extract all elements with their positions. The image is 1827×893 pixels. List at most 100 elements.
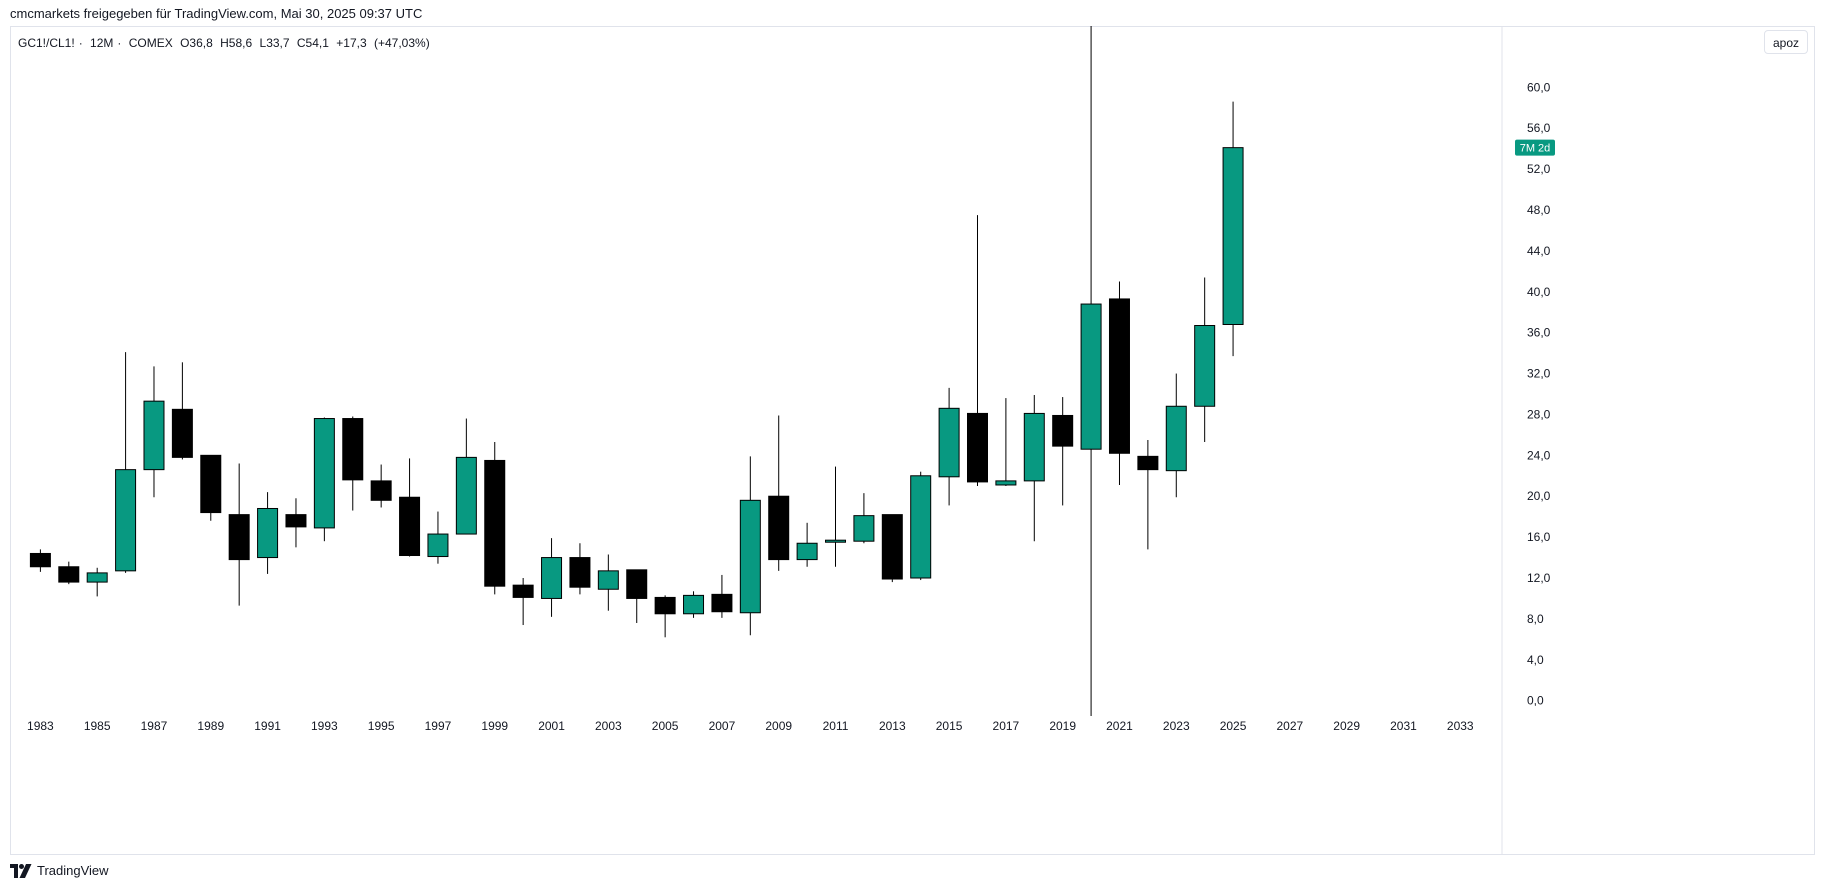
candle[interactable] bbox=[86, 567, 108, 597]
candle-body bbox=[200, 454, 222, 514]
x-tick-label: 2001 bbox=[538, 719, 565, 733]
candle-body bbox=[1052, 414, 1074, 447]
candle-body bbox=[29, 552, 51, 568]
candle[interactable] bbox=[143, 366, 165, 498]
candle[interactable] bbox=[796, 522, 818, 567]
candle[interactable] bbox=[58, 561, 80, 585]
candle[interactable] bbox=[1108, 281, 1130, 485]
candle[interactable] bbox=[455, 418, 477, 535]
candle[interactable] bbox=[1194, 277, 1216, 443]
x-tick-label: 2019 bbox=[1049, 719, 1076, 733]
legend-change-pct: (+47,03%) bbox=[373, 36, 430, 50]
y-tick-label: 44,0 bbox=[1527, 244, 1551, 258]
candle[interactable] bbox=[115, 352, 137, 573]
x-tick-label: 1983 bbox=[27, 719, 54, 733]
candle-body bbox=[597, 570, 619, 590]
legend-close: C54,1 bbox=[296, 36, 329, 50]
x-tick-label: 1987 bbox=[141, 719, 168, 733]
symbol-legend[interactable]: GC1!/CL1! · 12M · COMEX O36,8 H58,6 L33,7 … bbox=[18, 36, 430, 50]
candle-body bbox=[257, 507, 279, 559]
candle[interactable] bbox=[569, 543, 591, 595]
x-tick-label: 1999 bbox=[481, 719, 508, 733]
candle[interactable] bbox=[1052, 397, 1074, 506]
candle[interactable] bbox=[29, 549, 51, 572]
time-axis[interactable]: 1983 1985 1987 1989 1991 1993 1995 1997 1999 2001… bbox=[27, 719, 1474, 733]
candle[interactable] bbox=[484, 442, 506, 595]
x-tick-label: 2033 bbox=[1447, 719, 1474, 733]
candle-body bbox=[285, 514, 307, 528]
candle[interactable] bbox=[683, 591, 705, 618]
countdown-badge-bg bbox=[1515, 139, 1555, 156]
candle[interactable] bbox=[739, 456, 761, 636]
x-tick-label: 2027 bbox=[1277, 719, 1304, 733]
candle-body bbox=[342, 418, 364, 481]
x-tick-label: 2011 bbox=[823, 719, 849, 733]
candle-body bbox=[313, 418, 335, 529]
candle-body bbox=[171, 408, 193, 458]
candle[interactable] bbox=[853, 493, 875, 544]
legend-exchange: COMEX bbox=[128, 36, 173, 50]
candle[interactable] bbox=[654, 595, 676, 638]
candle[interactable] bbox=[200, 454, 222, 521]
y-tick-label: 60,0 bbox=[1527, 80, 1551, 94]
candle[interactable] bbox=[938, 387, 960, 506]
candle[interactable] bbox=[313, 417, 335, 542]
legend-change: +17,3 bbox=[336, 36, 367, 50]
auto-scale-button[interactable]: apoz bbox=[1764, 30, 1808, 54]
candle[interactable] bbox=[541, 538, 563, 617]
x-tick-label: 1995 bbox=[368, 719, 395, 733]
candle[interactable] bbox=[285, 498, 307, 548]
candle-body bbox=[683, 594, 705, 615]
candle[interactable] bbox=[768, 415, 790, 571]
x-tick-label: 2023 bbox=[1163, 719, 1190, 733]
candle[interactable] bbox=[995, 398, 1017, 486]
y-tick-label: 52,0 bbox=[1527, 162, 1551, 176]
x-tick-label: 2017 bbox=[993, 719, 1020, 733]
candle[interactable] bbox=[171, 362, 193, 460]
candle[interactable] bbox=[1023, 395, 1045, 542]
y-tick-label: 8,0 bbox=[1527, 612, 1544, 626]
x-tick-label: 2007 bbox=[709, 719, 736, 733]
candle-body bbox=[1080, 303, 1102, 450]
candle[interactable] bbox=[370, 464, 392, 508]
candle-body bbox=[1108, 298, 1130, 454]
candle[interactable] bbox=[1080, 26, 1102, 716]
candle[interactable] bbox=[1165, 373, 1187, 498]
x-tick-label: 1989 bbox=[197, 719, 224, 733]
candle[interactable] bbox=[825, 466, 847, 567]
price-axis[interactable]: 0,0 4,0 8,0 12,0 16,0 20,0 24,0 28,0 32,0 36,0 40,… bbox=[1501, 26, 1551, 855]
candle[interactable] bbox=[257, 492, 279, 574]
candle[interactable] bbox=[910, 471, 932, 581]
candle[interactable] bbox=[597, 554, 619, 611]
candle[interactable] bbox=[1137, 440, 1159, 550]
candle-body bbox=[1194, 325, 1216, 407]
candle-body bbox=[654, 596, 676, 615]
candle-body bbox=[399, 496, 421, 557]
x-tick-label: 2025 bbox=[1220, 719, 1247, 733]
tradingview-brand: TradingView bbox=[37, 863, 109, 878]
candle[interactable] bbox=[966, 215, 988, 486]
candle[interactable] bbox=[399, 458, 421, 557]
candle-body bbox=[966, 412, 988, 483]
candle-body bbox=[569, 557, 591, 588]
candles-layer bbox=[29, 26, 1244, 716]
tradingview-logo-icon bbox=[10, 863, 32, 878]
y-tick-label: 36,0 bbox=[1527, 326, 1551, 340]
x-tick-label: 2029 bbox=[1333, 719, 1360, 733]
candle[interactable] bbox=[228, 463, 250, 606]
x-tick-label: 1985 bbox=[84, 719, 111, 733]
candle[interactable] bbox=[342, 416, 364, 511]
candle[interactable] bbox=[427, 511, 449, 564]
candle[interactable] bbox=[881, 514, 903, 583]
candle[interactable] bbox=[626, 569, 648, 623]
candle[interactable] bbox=[512, 578, 534, 626]
legend-symbol[interactable]: GC1!/CL1! bbox=[18, 36, 75, 50]
tradingview-logo[interactable]: TradingView bbox=[10, 863, 109, 878]
y-tick-label: 12,0 bbox=[1527, 571, 1551, 585]
y-tick-label: 4,0 bbox=[1527, 653, 1544, 667]
candle[interactable] bbox=[711, 574, 733, 618]
candle-body bbox=[115, 469, 137, 572]
candle[interactable] bbox=[1222, 101, 1244, 357]
legend-open: O36,8 bbox=[180, 36, 213, 50]
